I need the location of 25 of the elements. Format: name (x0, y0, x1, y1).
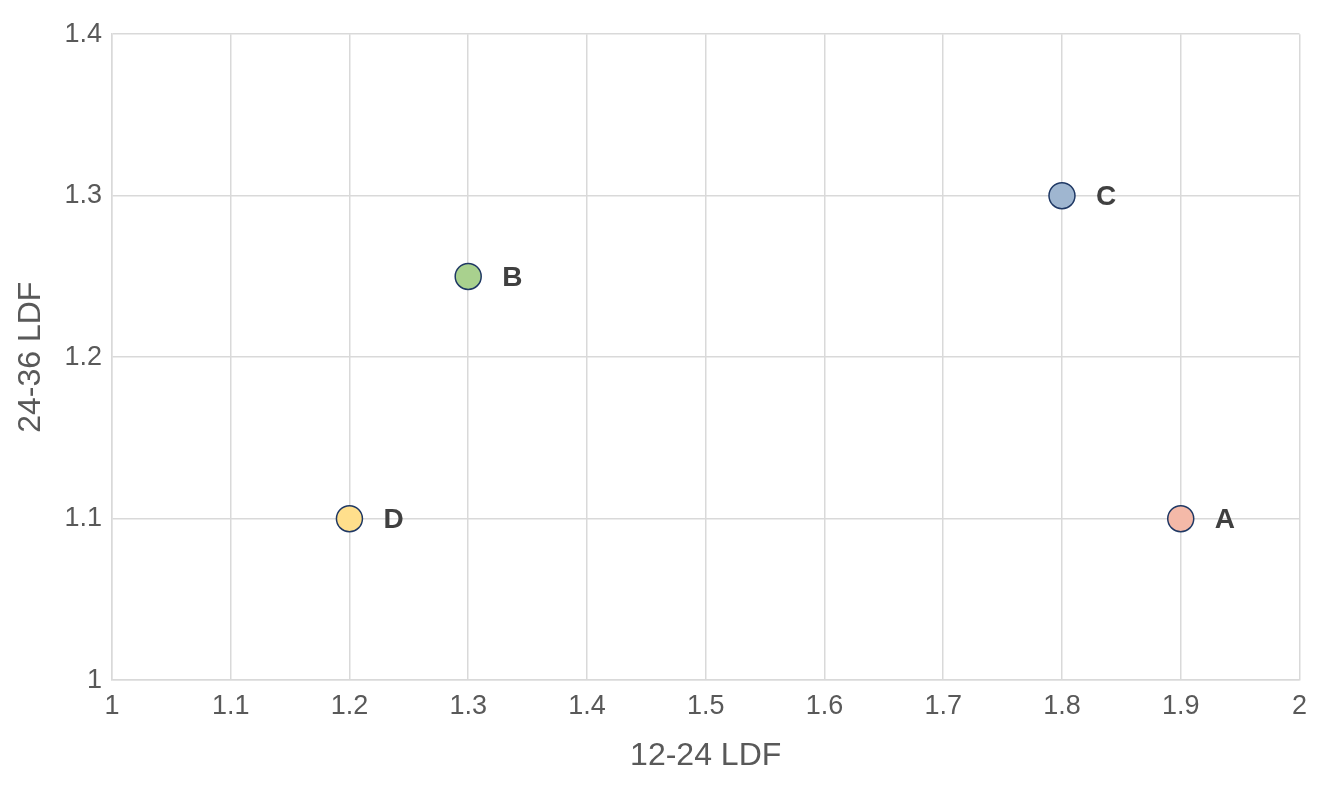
y-tick-label: 1.2 (64, 340, 102, 371)
x-axis-title: 12-24 LDF (630, 735, 782, 772)
y-axis-title: 24-36 LDF (11, 281, 48, 433)
x-tick-label: 1.8 (1043, 689, 1081, 720)
x-tick-label: 1.6 (805, 689, 844, 720)
series-label: D (383, 503, 404, 535)
point (1048, 181, 1076, 210)
y-tick-label: 1 (86, 663, 102, 694)
point (1166, 504, 1195, 533)
x-tick-label: 1.4 (568, 689, 606, 720)
x-tick-label: 1.7 (924, 689, 962, 720)
series-label: C (1095, 180, 1117, 212)
y-tick-label: 1.1 (64, 502, 102, 533)
x-tick-label: 1.9 (1161, 689, 1200, 720)
point (454, 262, 482, 291)
series-label: A (1214, 503, 1235, 535)
x-tick-label: 1.3 (449, 689, 487, 720)
point (335, 504, 364, 533)
series-label: B (502, 261, 523, 293)
y-tick-label: 1.4 (64, 17, 102, 48)
x-tick-label: 1.5 (686, 689, 725, 720)
x-tick-label: 1.1 (211, 689, 250, 720)
x-tick-label: 1.2 (330, 689, 369, 720)
y-tick-label: 1.3 (64, 179, 102, 210)
x-tick-label: 2 (1291, 689, 1308, 720)
